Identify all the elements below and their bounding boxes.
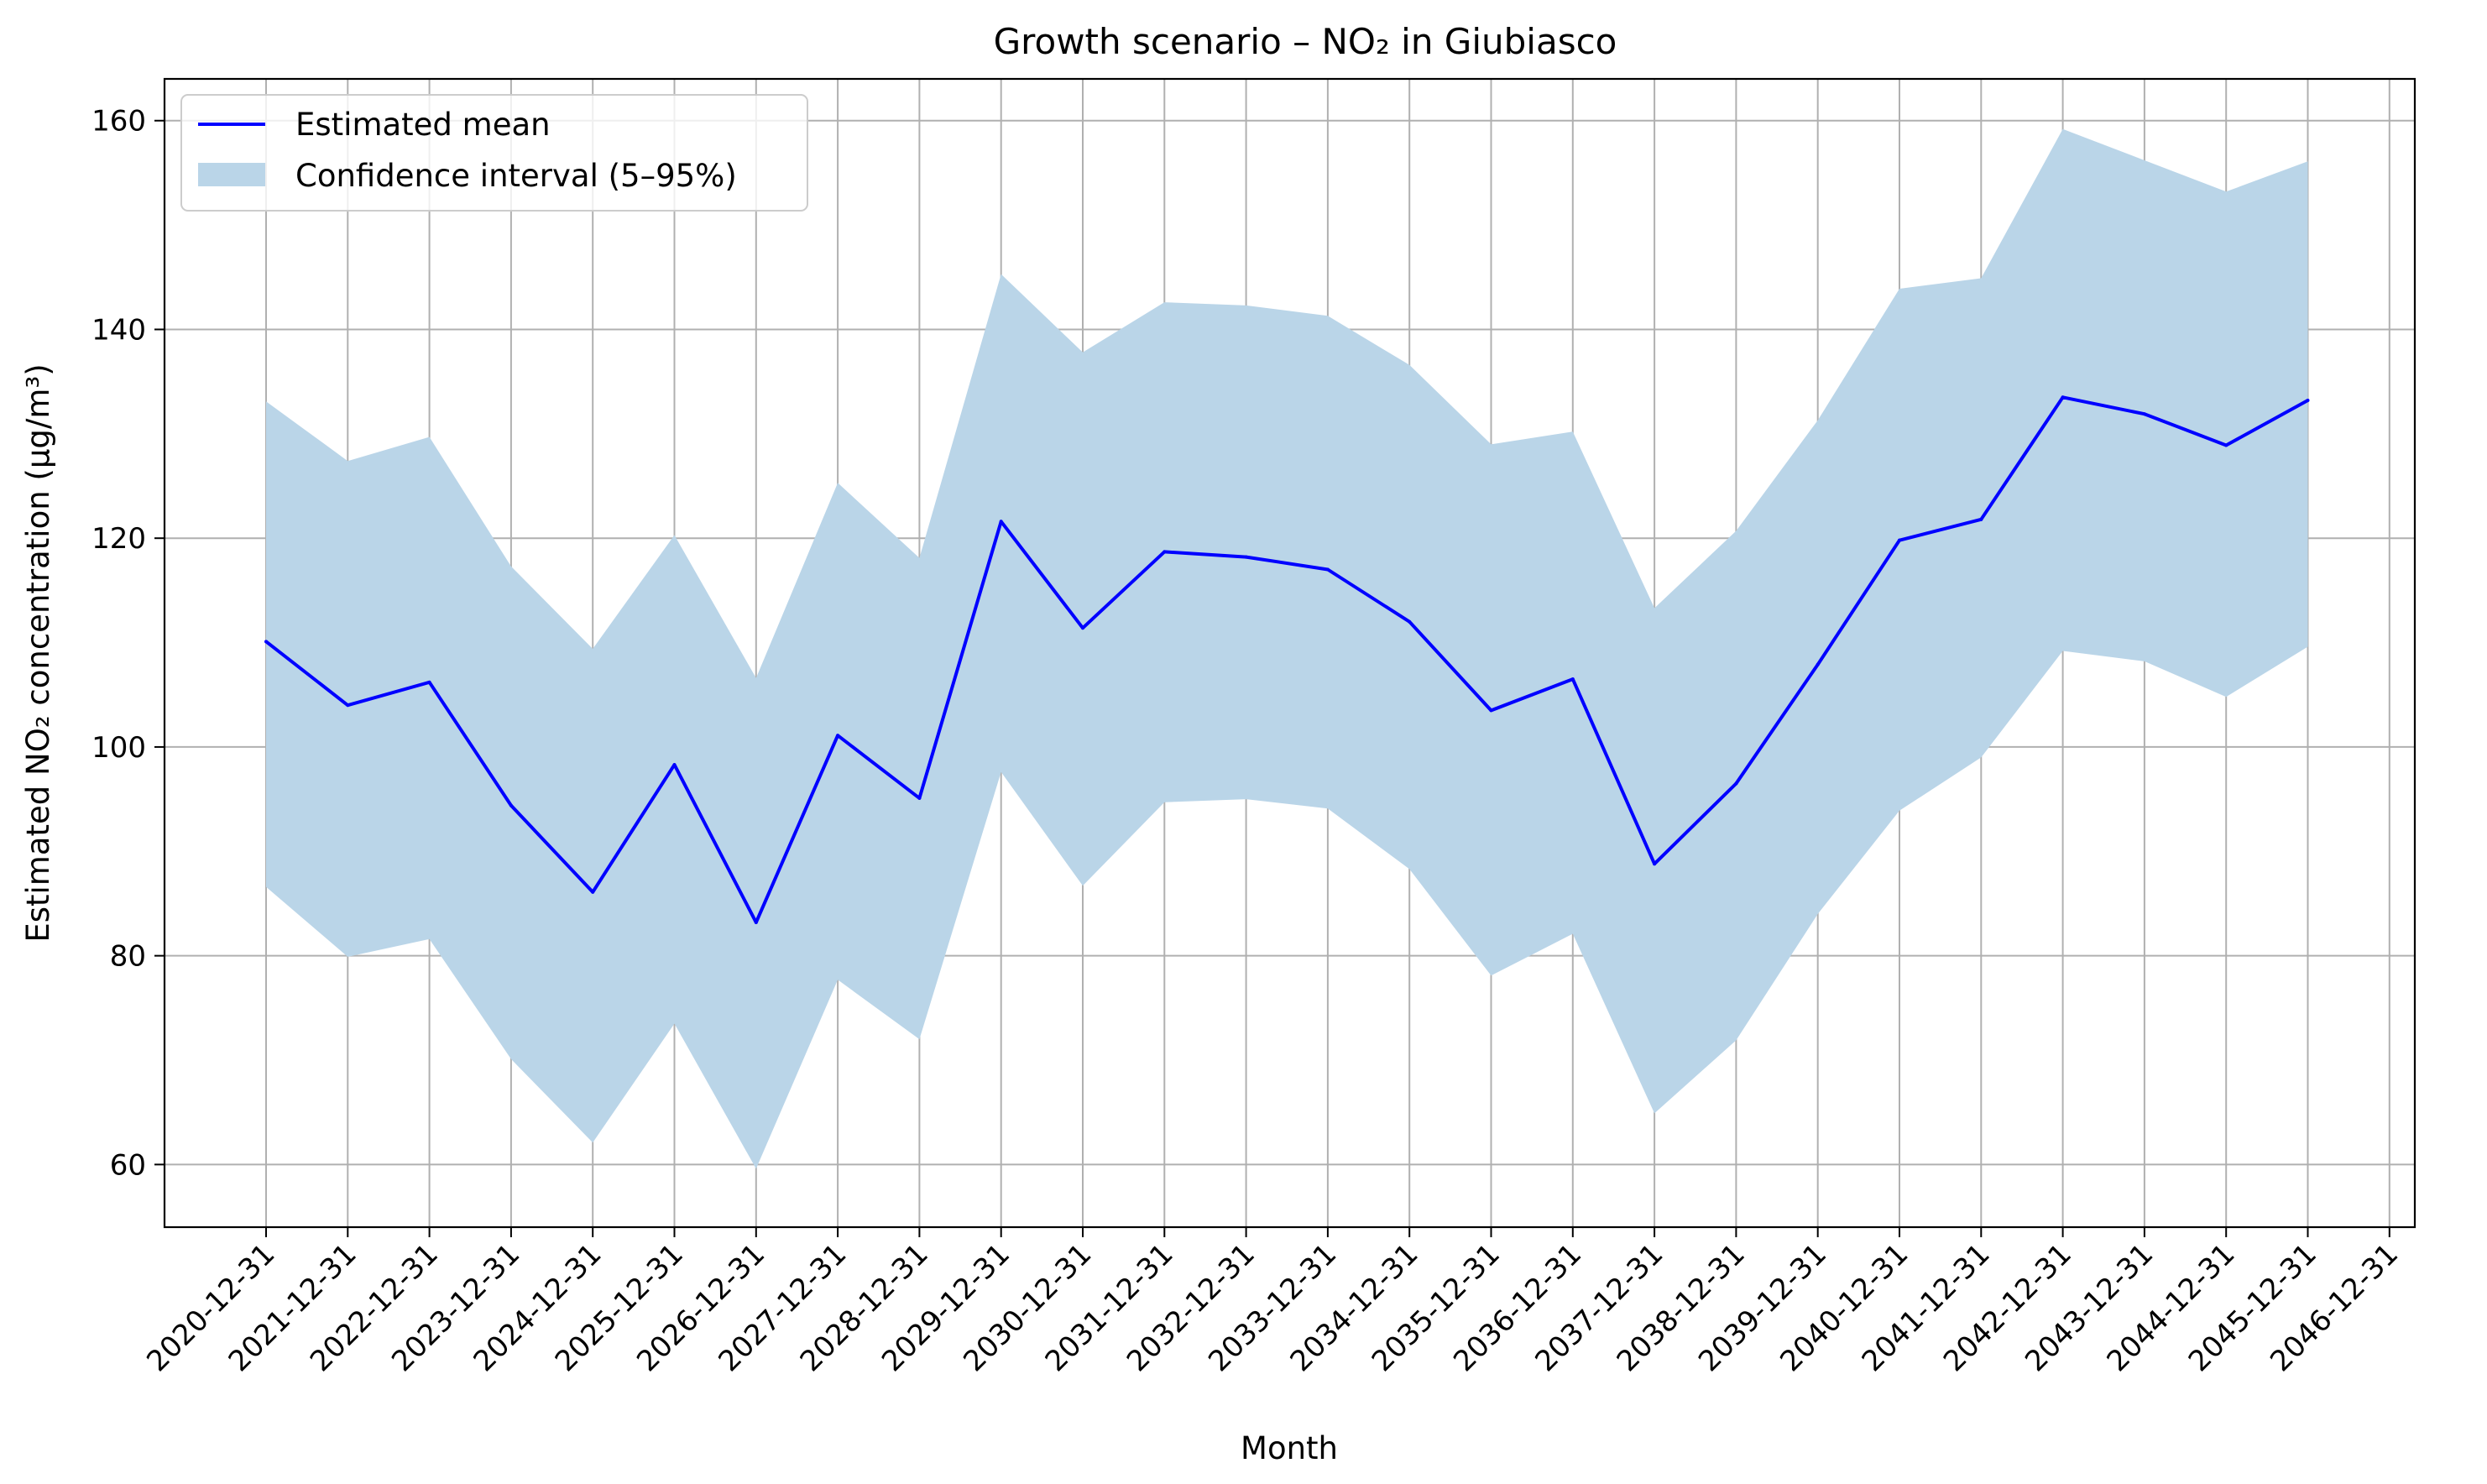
y-tick-label: 160 <box>91 105 146 138</box>
chart-title: Growth scenario – NO₂ in Giubiasco <box>994 21 1617 62</box>
mean-point <box>1816 662 1820 666</box>
mean-point <box>1163 550 1167 554</box>
mean-point <box>1734 781 1738 786</box>
y-tick-label: 140 <box>91 313 146 347</box>
mean-point <box>999 520 1003 524</box>
legend-box <box>180 94 808 212</box>
mean-point <box>754 920 758 924</box>
plot-frame <box>163 77 2416 1229</box>
mean-point <box>1653 862 1657 866</box>
x-axis-label: Month <box>1241 1430 1338 1466</box>
mean-point <box>2061 395 2065 400</box>
confidence-band <box>266 128 2308 1169</box>
mean-point <box>1979 517 1983 521</box>
mean-point <box>591 890 595 894</box>
mean-point <box>1081 626 1084 630</box>
mean-point <box>1408 619 1412 624</box>
mean-point <box>264 640 268 644</box>
mean-point <box>1898 538 1901 542</box>
legend: Estimated mean Confidence interval (5–95… <box>180 94 808 212</box>
mean-point <box>2224 443 2228 447</box>
mean-point <box>427 680 431 684</box>
mean-points <box>264 395 2310 924</box>
legend-band-label: Confidence interval (5–95%) <box>295 158 737 194</box>
mean-point <box>1570 677 1575 682</box>
legend-band-swatch <box>198 163 265 186</box>
y-tick-label: 100 <box>91 731 146 765</box>
mean-point <box>672 763 677 767</box>
mean-point <box>1244 555 1248 559</box>
mean-point <box>1325 567 1330 572</box>
mean-line <box>264 395 2309 924</box>
y-tick-label: 120 <box>91 522 146 556</box>
y-tick-label: 60 <box>110 1148 146 1182</box>
mean-point <box>509 803 513 807</box>
mean-point <box>1489 708 1493 713</box>
legend-mean-label: Estimated mean <box>295 107 551 143</box>
y-axis: 60 80 100 120 140 160 <box>91 105 165 1182</box>
mean-point <box>2306 399 2310 403</box>
y-axis-label: Estimated NO₂ concentration (µg/m³) <box>20 363 56 942</box>
mean-point <box>836 734 840 738</box>
mean-point <box>346 703 350 708</box>
y-tick-label: 80 <box>110 940 146 974</box>
mean-point <box>917 796 922 800</box>
mean-point <box>2142 412 2146 416</box>
